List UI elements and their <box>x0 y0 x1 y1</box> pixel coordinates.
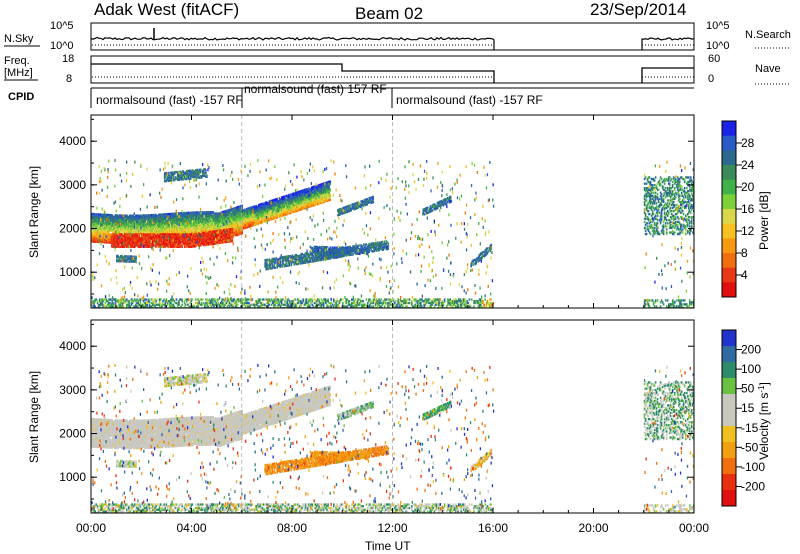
power-cbar-label: Power [dB] <box>757 191 771 250</box>
nsky-label: N.Sky <box>4 33 34 45</box>
nave-tick-top: 60 <box>708 53 720 65</box>
nsky-line-late <box>641 37 695 50</box>
beam-title: Beam 02 <box>355 4 423 23</box>
freq-label: Freq. <box>4 55 30 67</box>
colorbar-tick-label: 8 <box>741 246 748 260</box>
colorbar-tick-label: -200 <box>741 479 765 493</box>
colorbar-tick-label: 100 <box>741 362 761 376</box>
colorbar-tick-label: -100 <box>741 460 765 474</box>
nsearch-tick-bottom: 10^0 <box>706 40 730 52</box>
nsky-tick-bottom: 10^0 <box>50 40 74 52</box>
velocity-colorbar: 200 100 50 15 -15 -50 -100 -200 <box>721 329 765 507</box>
nsearch-tick-top: 10^5 <box>706 20 730 32</box>
x-tick-label: 20:00 <box>578 521 608 535</box>
y-tick-label: 3000 <box>59 383 86 397</box>
freq-tick-bottom: 8 <box>66 73 72 85</box>
x-tick-label: 00:00 <box>76 521 106 535</box>
x-tick-label: 08:00 <box>277 521 307 535</box>
station-title: Adak West (fitACF) <box>94 0 239 19</box>
time-x-axis: 00:00 04:00 08:00 12:00 16:00 20:00 00:00 <box>76 115 709 535</box>
x-tick-label: 00:00 <box>679 521 709 535</box>
y-tick-label: 2000 <box>59 427 86 441</box>
velocity-cbar-label: Velocity [m s-1] <box>757 382 772 460</box>
cpid-segment-3: normalsound (fast) -157 RF <box>396 93 543 107</box>
colorbar-tick-label: 16 <box>741 202 755 216</box>
nsky-line <box>90 36 495 50</box>
freq-unit: [MHz] <box>4 67 33 79</box>
nave-tick-bottom: 0 <box>708 73 714 85</box>
colorbar-tick-label: 28 <box>741 136 755 150</box>
nsky-trace <box>90 28 695 50</box>
x-tick-label: 12:00 <box>377 521 407 535</box>
y-tick-label: 4000 <box>59 339 86 353</box>
power-ylabel: Slant Range [km] <box>27 166 41 258</box>
x-axis-title: Time UT <box>365 539 411 553</box>
colorbar-tick-label: 20 <box>741 180 755 194</box>
y-tick-label: 2000 <box>59 222 86 236</box>
cpid-segment-2: normalsound (fast) 157 RF <box>244 82 387 96</box>
colorbar-tick-label: 24 <box>741 158 755 172</box>
freq-tick-top: 18 <box>62 53 74 65</box>
power-heatmap <box>91 115 694 308</box>
colorbar-tick-label: 200 <box>741 343 761 357</box>
velocity-y-axis: 4000 3000 2000 1000 <box>59 323 694 500</box>
x-tick-label: 04:00 <box>176 521 206 535</box>
freq-panel-frame <box>90 55 695 84</box>
y-tick-label: 4000 <box>59 134 86 148</box>
velocity-heatmap <box>91 320 694 513</box>
x-tick-label: 16:00 <box>478 521 508 535</box>
colorbar-tick-label: 12 <box>741 224 755 238</box>
y-tick-label: 1000 <box>59 265 86 279</box>
cpid-segment-1: normalsound (fast) -157 RF <box>96 93 243 107</box>
nsky-tick-top: 10^5 <box>50 20 74 32</box>
cpid-label: CPID <box>8 91 34 103</box>
y-tick-label: 3000 <box>59 178 86 192</box>
colorbar-tick-label: -50 <box>741 440 759 454</box>
nave-label: Nave <box>755 63 781 75</box>
freq-line <box>91 63 495 83</box>
freq-trace <box>91 63 694 83</box>
y-tick-label: 1000 <box>59 470 86 484</box>
nsearch-label: N.Search <box>745 29 791 41</box>
colorbar-tick-label: -15 <box>741 421 759 435</box>
date-title: 23/Sep/2014 <box>590 0 686 19</box>
power-colorbar: 28 24 20 16 12 8 4 <box>721 120 755 298</box>
colorbar-tick-label: 50 <box>741 382 755 396</box>
freq-line-late <box>641 67 694 83</box>
power-y-axis: 4000 3000 2000 1000 <box>59 118 694 295</box>
colorbar-tick-label: 15 <box>741 401 755 415</box>
colorbar-tick-label: 4 <box>741 268 748 282</box>
velocity-ylabel: Slant Range [km] <box>27 371 41 463</box>
nsky-panel-frame <box>90 22 695 51</box>
